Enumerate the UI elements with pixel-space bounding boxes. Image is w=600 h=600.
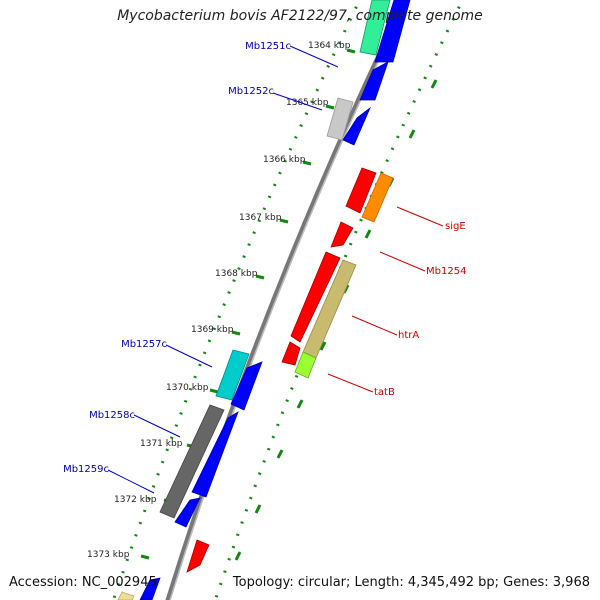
tick-marks [140, 48, 356, 560]
reverse-cds[interactable] [174, 497, 201, 528]
reverse-cds[interactable] [191, 411, 239, 498]
tick-mark [279, 218, 289, 224]
tick-mark [231, 330, 241, 336]
reverse-gene-labels: Mb1251c Mb1252c Mb1257c Mb1258c Mb1259c [63, 41, 291, 475]
reverse-cds[interactable] [342, 106, 371, 146]
tick-label: 1371 kbp [140, 439, 183, 449]
reverse-cds[interactable] [374, 0, 411, 63]
forward-label-callouts [327, 206, 444, 393]
gene-Mb1257c[interactable] [215, 349, 250, 401]
tick-mark [346, 48, 356, 54]
reverse-cds[interactable] [139, 577, 161, 600]
forward-cds[interactable] [281, 341, 301, 366]
outer-dotted-track [111, 0, 362, 600]
forward-cds-track [186, 167, 377, 573]
tick-label: 1372 kbp [114, 495, 157, 505]
inner-dotted-track [213, 0, 465, 600]
tick-mark [302, 160, 312, 166]
gene-label-htrA[interactable]: htrA [398, 330, 419, 341]
gene-Mb1252c[interactable] [326, 97, 354, 141]
tick-label: 1365 kbp [286, 98, 329, 108]
gene-Mb1258c[interactable] [159, 404, 225, 519]
tick-label: 1370 kbp [166, 383, 209, 393]
genome-summary-text: Topology: circular; Length: 4,345,492 bp… [232, 575, 590, 590]
reverse-label-callouts [107, 45, 339, 494]
forward-gene-labels: sigE Mb1254 htrA tatB [374, 221, 466, 398]
gene-label-Mb1257c[interactable]: Mb1257c [121, 339, 167, 350]
forward-cds[interactable] [290, 251, 341, 343]
tick-labels: 1364 kbp 1365 kbp 1366 kbp 1367 kbp 1368… [87, 41, 351, 560]
gene-tatB[interactable] [294, 351, 317, 379]
gene-label-Mb1251c[interactable]: Mb1251c [245, 41, 291, 52]
reverse-cds[interactable] [230, 361, 263, 411]
tick-mark [209, 388, 219, 394]
tick-label: 1368 kbp [215, 269, 258, 279]
tick-mark [325, 104, 335, 110]
forward-cds[interactable] [330, 221, 354, 248]
gene-sigE[interactable] [361, 172, 394, 223]
tick-label: 1373 kbp [87, 550, 130, 560]
gene-Mb1251c[interactable] [359, 0, 391, 56]
tick-mark [255, 274, 265, 280]
gene-label-Mb1258c[interactable]: Mb1258c [89, 410, 135, 421]
map-title: Mycobacterium bovis AF2122/97, complete … [117, 8, 483, 24]
gene-label-sigE[interactable]: sigE [445, 221, 466, 232]
reverse-cds-track [139, 0, 411, 600]
tick-label: 1367 kbp [239, 213, 282, 223]
tick-mark [140, 554, 150, 560]
reverse-cds[interactable] [359, 61, 389, 101]
genome-backbone [165, 0, 408, 600]
gene-label-Mb1254[interactable]: Mb1254 [426, 266, 466, 277]
accession-text: Accession: NC_002945 [9, 575, 157, 590]
gene-label-Mb1259c[interactable]: Mb1259c [63, 464, 109, 475]
gene-label-tatB[interactable]: tatB [374, 387, 395, 398]
tick-label: 1364 kbp [308, 41, 351, 51]
gene-label-Mb1252c[interactable]: Mb1252c [228, 86, 274, 97]
forward-cds[interactable] [345, 167, 377, 214]
forward-cds[interactable] [186, 539, 210, 573]
tick-label: 1366 kbp [263, 155, 306, 165]
tick-label: 1369 kbp [191, 325, 234, 335]
gene-partial-bottom[interactable] [117, 591, 135, 600]
